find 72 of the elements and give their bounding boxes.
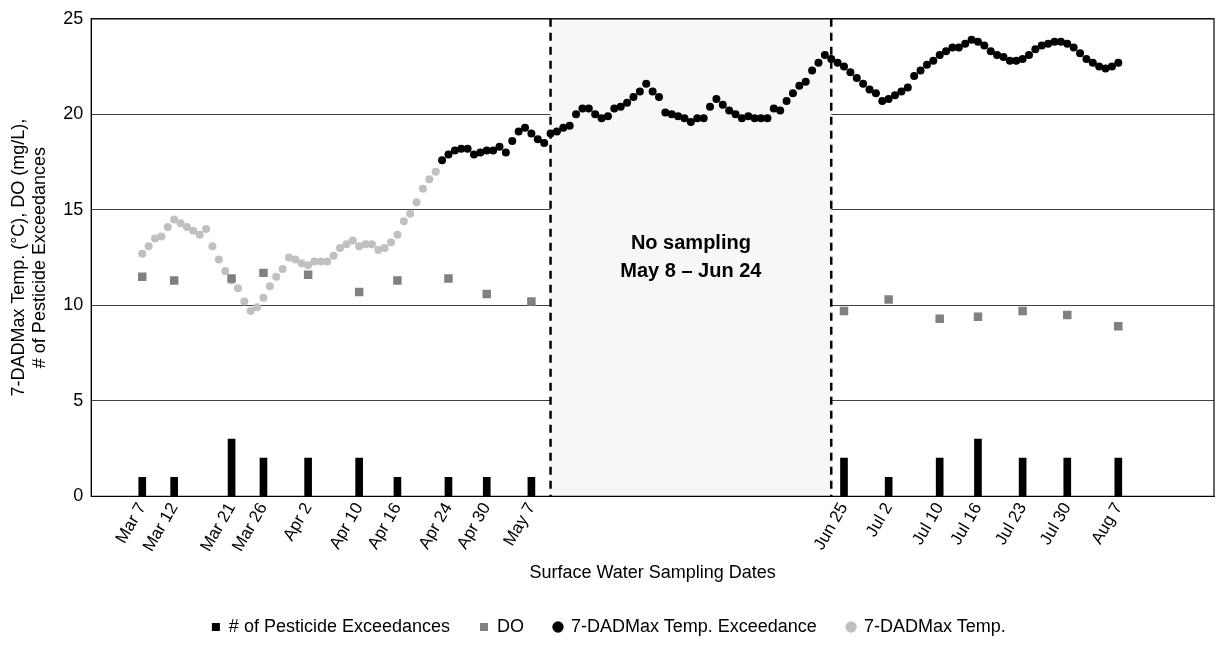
point xyxy=(259,293,268,302)
band-label: No sampling May 8 – Jun 24 xyxy=(620,231,763,282)
x-axis-title: Surface Water Sampling Dates xyxy=(529,562,776,583)
point xyxy=(214,255,223,264)
point xyxy=(1018,306,1027,316)
point xyxy=(1114,322,1123,331)
point xyxy=(221,266,230,275)
point xyxy=(170,215,179,224)
point xyxy=(176,219,185,228)
point xyxy=(189,226,198,235)
point xyxy=(323,257,332,266)
point xyxy=(387,238,396,247)
point xyxy=(246,307,255,316)
point xyxy=(304,261,313,270)
point xyxy=(425,175,434,184)
point xyxy=(253,303,262,312)
point xyxy=(163,223,172,232)
y-tick-label: 15 xyxy=(63,198,84,219)
y-tick-label: 10 xyxy=(63,294,84,315)
point xyxy=(412,198,421,207)
point xyxy=(144,242,153,251)
x-tick-label: Jul 23 xyxy=(991,499,1031,549)
point xyxy=(240,297,249,306)
point xyxy=(278,265,287,274)
point xyxy=(169,276,179,285)
point xyxy=(935,314,944,323)
y-axis-title: 7-DADMax Temp. (°C), DO (mg/L), # of Pesticide Exceedances xyxy=(7,118,50,397)
y-tick-label: 0 xyxy=(73,485,84,506)
point xyxy=(208,242,217,251)
point xyxy=(202,224,211,233)
point xyxy=(291,255,300,264)
point xyxy=(418,184,427,193)
legend-label: 7-DADMax Temp. xyxy=(864,615,1006,636)
point xyxy=(380,244,389,253)
point xyxy=(374,245,383,254)
x-tick-label: Jul 10 xyxy=(908,499,948,549)
x-tick-label: Jul 16 xyxy=(946,499,986,549)
point xyxy=(138,272,147,281)
point xyxy=(884,295,893,304)
point xyxy=(272,272,281,281)
legend-label: 7-DADMax Temp. Exceedance xyxy=(571,615,817,636)
point xyxy=(355,242,364,251)
point xyxy=(182,223,191,232)
point xyxy=(151,234,160,243)
legend-label: DO xyxy=(497,615,524,636)
point xyxy=(348,236,357,245)
point xyxy=(431,167,440,176)
point xyxy=(399,217,408,226)
point xyxy=(233,284,242,293)
point xyxy=(329,251,338,260)
point xyxy=(259,268,268,278)
x-tick-label: Jul 30 xyxy=(1035,499,1075,549)
x-tick-label: Jun 25 xyxy=(809,499,852,553)
point xyxy=(336,244,345,253)
point xyxy=(393,276,402,285)
y-tick-label: 20 xyxy=(63,103,84,124)
point xyxy=(342,240,351,249)
point xyxy=(393,230,402,239)
x-tick-label: Apr 2 xyxy=(278,499,316,544)
point xyxy=(444,274,453,283)
point xyxy=(284,253,293,262)
point xyxy=(195,230,204,239)
point xyxy=(138,249,147,258)
point xyxy=(157,232,166,241)
x-tick-label: Jul 2 xyxy=(861,499,897,540)
y-tick-label: 5 xyxy=(73,389,84,410)
point xyxy=(527,297,536,306)
point xyxy=(1063,310,1072,320)
y-tick-label: 25 xyxy=(63,7,84,28)
point xyxy=(265,282,274,291)
legend-label: # of Pesticide Exceedances xyxy=(228,615,451,636)
point xyxy=(406,209,415,218)
